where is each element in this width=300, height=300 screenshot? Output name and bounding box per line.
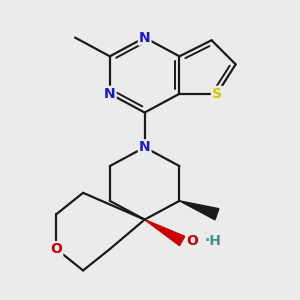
Polygon shape — [179, 201, 219, 220]
Text: ·H: ·H — [205, 234, 222, 248]
Polygon shape — [145, 220, 185, 246]
Text: O: O — [50, 242, 62, 256]
Text: N: N — [104, 87, 116, 101]
Text: O: O — [186, 234, 198, 248]
Text: N: N — [139, 140, 151, 154]
Text: N: N — [139, 31, 151, 45]
Text: S: S — [212, 87, 222, 101]
